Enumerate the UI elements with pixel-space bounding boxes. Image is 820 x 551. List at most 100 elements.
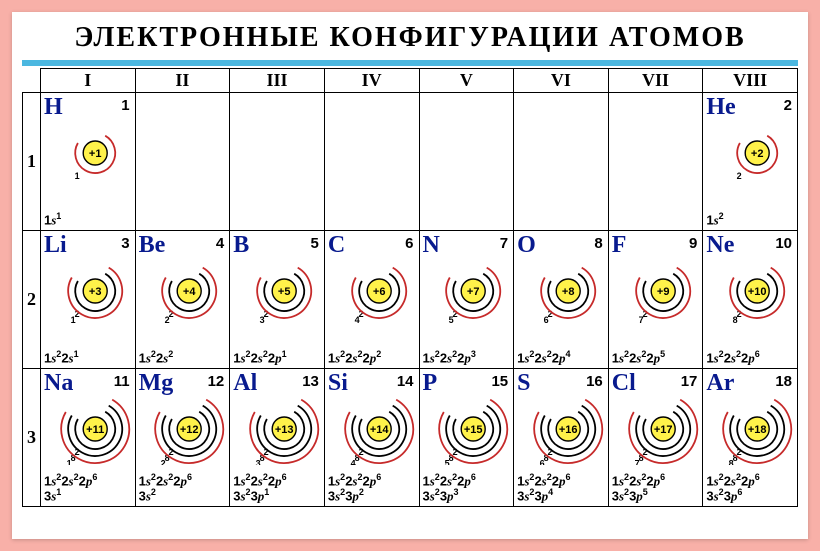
svg-text:+17: +17 bbox=[653, 424, 672, 436]
svg-text:2: 2 bbox=[737, 171, 742, 181]
atom-diagram: 27+9 bbox=[609, 255, 703, 327]
element-symbol: Li bbox=[44, 233, 67, 257]
element-symbol: Cl bbox=[612, 371, 636, 395]
atom-diagram: 281+11 bbox=[41, 393, 135, 465]
atomic-number: 18 bbox=[775, 371, 794, 390]
element-cell: He22+21s2 bbox=[703, 93, 798, 231]
svg-text:4: 4 bbox=[354, 315, 359, 325]
svg-text:+16: +16 bbox=[559, 424, 578, 436]
svg-text:1: 1 bbox=[74, 171, 79, 181]
element-cell: S16286+161s22s22p63s23p4 bbox=[514, 369, 609, 507]
svg-text:4: 4 bbox=[350, 459, 355, 466]
element-symbol: C bbox=[328, 233, 345, 257]
element-symbol: Mg bbox=[139, 371, 174, 395]
atom-diagram: 288+18 bbox=[703, 393, 797, 465]
atom-diagram: 26+8 bbox=[514, 255, 608, 327]
atom-diagram: 284+14 bbox=[325, 393, 419, 465]
element-cell: H 11+1 1s1 bbox=[41, 93, 136, 231]
atom-diagram: 286+16 bbox=[514, 393, 608, 465]
element-symbol: Ne bbox=[706, 233, 734, 257]
atomic-number: 4 bbox=[216, 233, 226, 252]
element-cell: Ne 10 28+10 1s22s22p6 bbox=[703, 231, 798, 369]
svg-text:5: 5 bbox=[445, 459, 450, 466]
period-label: 2 bbox=[23, 231, 41, 369]
svg-text:+9: +9 bbox=[656, 286, 669, 298]
svg-text:+8: +8 bbox=[562, 286, 575, 298]
svg-text:2: 2 bbox=[161, 459, 166, 466]
element-cell: Al13283+131s22s22p63s23p1 bbox=[230, 369, 325, 507]
atomic-number: 12 bbox=[208, 371, 227, 390]
group-header: VI bbox=[514, 69, 609, 93]
element-symbol: P bbox=[423, 371, 438, 395]
svg-text:6: 6 bbox=[540, 459, 545, 466]
element-symbol: S bbox=[517, 371, 530, 395]
period-row: 3Na11281+111s22s22p63s1Mg12282+121s22s22… bbox=[23, 369, 798, 507]
atomic-number: 5 bbox=[311, 233, 321, 252]
element-symbol: Be bbox=[139, 233, 166, 257]
electron-config: 1s22s22p4 bbox=[517, 350, 605, 366]
svg-text:+5: +5 bbox=[278, 286, 291, 298]
atomic-number: 2 bbox=[784, 95, 794, 114]
atomic-number: 10 bbox=[775, 233, 794, 252]
svg-text:2: 2 bbox=[165, 315, 170, 325]
electron-config: 1s22s22p6 bbox=[706, 350, 794, 366]
element-symbol: Na bbox=[44, 371, 73, 395]
atom-diagram: 1+1 bbox=[41, 117, 135, 189]
svg-text:1: 1 bbox=[66, 459, 71, 466]
electron-config: 1s22s22p63s23p6 bbox=[706, 473, 794, 504]
atomic-number: 15 bbox=[491, 371, 510, 390]
element-cell: Be422+41s22s2 bbox=[135, 231, 230, 369]
electron-config: 1s22s22p63s23p1 bbox=[233, 473, 321, 504]
group-header: II bbox=[135, 69, 230, 93]
element-cell: P15285+151s22s22p63s23p3 bbox=[419, 369, 514, 507]
element-cell: Ar18288+181s22s22p63s23p6 bbox=[703, 369, 798, 507]
atomic-number: 17 bbox=[681, 371, 700, 390]
element-symbol: H bbox=[44, 95, 63, 119]
element-cell bbox=[608, 93, 703, 231]
svg-text:+10: +10 bbox=[748, 286, 767, 298]
element-cell: Mg12282+121s22s22p63s2 bbox=[135, 369, 230, 507]
element-cell: O826+81s22s22p4 bbox=[514, 231, 609, 369]
electron-config: 1s1 bbox=[44, 212, 132, 228]
element-symbol: Al bbox=[233, 371, 257, 395]
svg-text:+12: +12 bbox=[180, 424, 199, 436]
electron-config: 1s22s22p5 bbox=[612, 350, 700, 366]
element-symbol: O bbox=[517, 233, 536, 257]
atomic-number: 13 bbox=[302, 371, 321, 390]
electron-config: 1s22s22p63s23p5 bbox=[612, 473, 700, 504]
element-symbol: He bbox=[706, 95, 735, 119]
svg-text:8: 8 bbox=[729, 459, 734, 466]
svg-text:1: 1 bbox=[70, 315, 75, 325]
svg-text:+11: +11 bbox=[86, 424, 104, 436]
group-header-row: IIIIIIIVVVIVIIVIII bbox=[23, 69, 798, 93]
element-cell bbox=[514, 93, 609, 231]
svg-text:+15: +15 bbox=[464, 424, 483, 436]
svg-text:7: 7 bbox=[634, 459, 639, 466]
svg-text:+7: +7 bbox=[467, 286, 480, 298]
element-symbol: N bbox=[423, 233, 440, 257]
atom-diagram: 24+6 bbox=[325, 255, 419, 327]
element-cell bbox=[324, 93, 419, 231]
group-header: III bbox=[230, 69, 325, 93]
atom-diagram: 22+4 bbox=[136, 255, 230, 327]
electron-config: 1s22s22p63s1 bbox=[44, 473, 132, 504]
atomic-number: 3 bbox=[121, 233, 131, 252]
period-label: 1 bbox=[23, 93, 41, 231]
svg-text:+4: +4 bbox=[183, 286, 196, 298]
atomic-number: 8 bbox=[594, 233, 604, 252]
period-label: 3 bbox=[23, 369, 41, 507]
atom-diagram: 285+15 bbox=[420, 393, 514, 465]
atomic-number: 11 bbox=[114, 371, 132, 390]
svg-text:6: 6 bbox=[544, 315, 549, 325]
element-cell bbox=[135, 93, 230, 231]
title-rule bbox=[22, 60, 798, 66]
page-title: ЭЛЕКТРОННЫЕ КОНФИГУРАЦИИ АТОМОВ bbox=[22, 18, 798, 60]
svg-text:+3: +3 bbox=[89, 286, 102, 298]
atom-diagram: 28+10 bbox=[703, 255, 797, 327]
element-symbol: Si bbox=[328, 371, 348, 395]
electron-config: 1s2 bbox=[706, 212, 794, 228]
element-cell bbox=[419, 93, 514, 231]
periodic-grid: IIIIIIIVVVIVIIVIII 1H11+11s1He22+21s22Li… bbox=[22, 68, 798, 507]
element-cell: C624+61s22s22p2 bbox=[324, 231, 419, 369]
electron-config: 1s22s1 bbox=[44, 350, 132, 366]
